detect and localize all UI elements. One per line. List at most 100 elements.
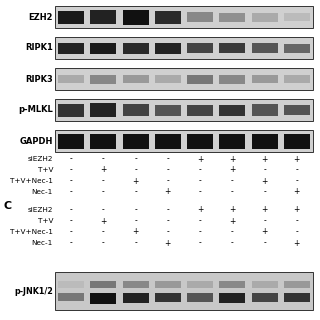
Bar: [220, 75, 245, 84]
Text: -: -: [231, 177, 234, 186]
Bar: [155, 105, 181, 116]
Bar: [252, 43, 277, 53]
Text: -: -: [295, 217, 298, 226]
Bar: [284, 75, 310, 83]
Text: -: -: [199, 228, 202, 236]
Text: -: -: [231, 188, 234, 196]
Text: -: -: [70, 177, 73, 186]
Bar: [155, 133, 181, 148]
Text: +: +: [261, 177, 268, 186]
Text: +: +: [261, 228, 268, 236]
Bar: [55, 272, 313, 310]
Bar: [220, 133, 245, 148]
Bar: [220, 281, 245, 288]
Text: -: -: [295, 228, 298, 236]
Text: siEZH2: siEZH2: [28, 207, 53, 213]
Bar: [155, 11, 181, 23]
Bar: [58, 75, 84, 83]
Bar: [155, 43, 181, 53]
Bar: [58, 11, 84, 23]
Bar: [220, 43, 245, 53]
Bar: [123, 133, 148, 148]
Bar: [58, 281, 84, 288]
Bar: [55, 68, 313, 90]
Bar: [284, 13, 310, 21]
Text: -: -: [102, 238, 105, 247]
Text: +: +: [229, 165, 236, 174]
Text: +: +: [229, 217, 236, 226]
Text: T+V+Nec-1: T+V+Nec-1: [10, 178, 53, 184]
Text: -: -: [199, 177, 202, 186]
Text: -: -: [263, 188, 266, 196]
Bar: [58, 43, 84, 53]
Bar: [91, 133, 116, 148]
Bar: [252, 104, 277, 116]
Bar: [187, 133, 213, 148]
Text: +: +: [261, 205, 268, 214]
Text: -: -: [166, 177, 169, 186]
Bar: [91, 281, 116, 288]
Bar: [155, 293, 181, 302]
Bar: [252, 281, 277, 288]
Text: -: -: [199, 165, 202, 174]
Bar: [58, 293, 84, 301]
Text: -: -: [102, 155, 105, 164]
Bar: [58, 133, 84, 148]
Text: RIPK3: RIPK3: [25, 75, 53, 84]
Text: +: +: [197, 155, 203, 164]
Bar: [123, 75, 148, 83]
Text: -: -: [263, 217, 266, 226]
Text: -: -: [295, 177, 298, 186]
Text: T+V: T+V: [37, 167, 53, 173]
Bar: [284, 293, 310, 302]
Bar: [220, 12, 245, 21]
Text: +: +: [294, 238, 300, 247]
Bar: [187, 293, 213, 302]
Text: +: +: [294, 188, 300, 196]
Text: -: -: [166, 205, 169, 214]
Bar: [123, 43, 148, 53]
Bar: [252, 293, 277, 302]
Text: -: -: [134, 188, 137, 196]
Text: p-MLKL: p-MLKL: [18, 106, 53, 115]
Text: -: -: [70, 188, 73, 196]
Text: +: +: [229, 205, 236, 214]
Text: -: -: [199, 238, 202, 247]
Text: -: -: [102, 177, 105, 186]
Text: +: +: [197, 205, 203, 214]
Text: -: -: [231, 238, 234, 247]
Text: +: +: [294, 205, 300, 214]
Text: -: -: [70, 238, 73, 247]
Text: -: -: [102, 228, 105, 236]
Text: C: C: [3, 201, 11, 211]
Text: GAPDH: GAPDH: [20, 137, 53, 146]
Bar: [91, 10, 116, 24]
Text: +: +: [229, 155, 236, 164]
Text: +: +: [100, 217, 107, 226]
Text: -: -: [231, 228, 234, 236]
Bar: [252, 12, 277, 21]
Text: -: -: [134, 155, 137, 164]
Text: -: -: [70, 217, 73, 226]
Bar: [155, 281, 181, 288]
Bar: [91, 75, 116, 84]
Text: -: -: [166, 155, 169, 164]
Bar: [187, 105, 213, 116]
Text: -: -: [134, 238, 137, 247]
Bar: [55, 130, 313, 152]
Text: +: +: [294, 155, 300, 164]
Text: +: +: [165, 188, 171, 196]
Bar: [187, 281, 213, 288]
Text: +: +: [132, 177, 139, 186]
Bar: [187, 12, 213, 22]
Text: -: -: [102, 188, 105, 196]
Bar: [252, 75, 277, 83]
Bar: [123, 104, 148, 116]
Text: -: -: [199, 217, 202, 226]
Bar: [123, 293, 148, 303]
Bar: [284, 133, 310, 148]
Bar: [123, 281, 148, 288]
Bar: [58, 103, 84, 116]
Bar: [284, 105, 310, 115]
Text: -: -: [295, 165, 298, 174]
